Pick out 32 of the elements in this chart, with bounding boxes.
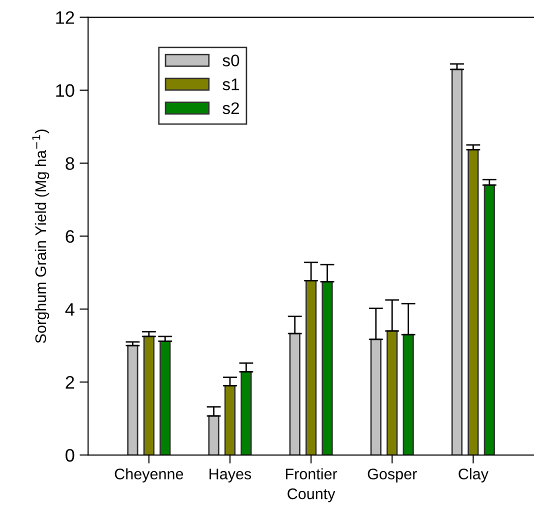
y-tick-label: 10: [56, 84, 74, 97]
x-tick-label: Hayes: [210, 468, 252, 482]
bar: [143, 336, 154, 456]
bar: [305, 280, 317, 456]
legend-label: s0: [222, 54, 240, 66]
y-tick-label: 12: [56, 11, 74, 24]
x-tick-label: Gosper: [368, 468, 417, 482]
bar: [402, 334, 414, 456]
bar: [160, 340, 171, 456]
x-tick-label: Cheyenne: [114, 468, 184, 482]
bar: [386, 330, 398, 456]
bar: [484, 184, 495, 456]
x-tick-label: Clay: [458, 468, 488, 482]
legend-label: s1: [222, 78, 239, 90]
bar: [370, 338, 382, 456]
x-axis-title: County: [288, 488, 336, 502]
bar: [240, 371, 252, 456]
y-axis-title: Sorghum Grain Yield (Mg ha$^{−1}$): [32, 130, 50, 343]
bar: [451, 68, 463, 456]
legend-label: s2: [222, 102, 239, 114]
y-tick-label: 4: [65, 303, 74, 316]
bar: [224, 385, 236, 456]
y-tick-label: 8: [66, 157, 74, 170]
bar: [127, 344, 138, 456]
y-tick-label: 2: [66, 376, 74, 389]
bar: [289, 332, 300, 456]
y-tick-label: 0: [66, 448, 74, 462]
x-tick-label: Frontier: [286, 468, 338, 480]
bar: [468, 148, 479, 456]
y-tick-label: 6: [66, 230, 74, 243]
bar: [208, 415, 220, 456]
bar: [322, 281, 333, 456]
